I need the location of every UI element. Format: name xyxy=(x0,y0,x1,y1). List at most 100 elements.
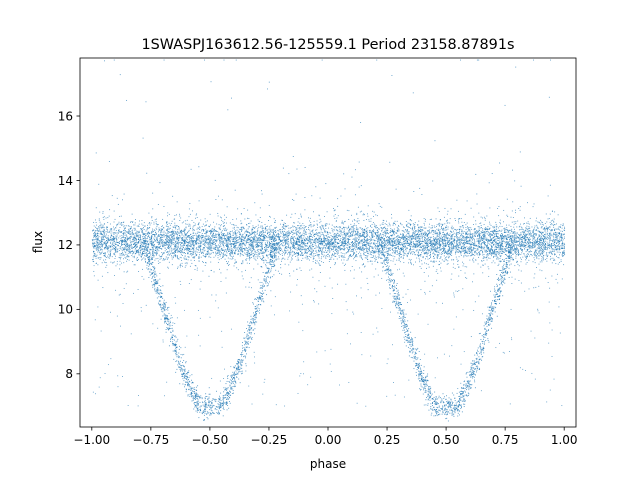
data-point xyxy=(114,245,116,247)
data-point xyxy=(242,278,244,280)
data-point xyxy=(504,249,506,251)
data-point xyxy=(306,248,308,249)
data-point xyxy=(331,228,333,229)
data-point xyxy=(447,257,449,259)
data-point xyxy=(183,243,185,245)
data-point xyxy=(337,283,339,285)
data-point xyxy=(127,228,129,230)
data-point xyxy=(231,252,233,254)
data-point xyxy=(355,243,357,244)
data-point xyxy=(225,230,227,231)
data-point xyxy=(374,257,376,259)
data-point xyxy=(244,245,246,247)
data-point xyxy=(427,234,429,236)
data-point xyxy=(443,245,445,246)
data-point xyxy=(388,244,390,246)
data-point xyxy=(96,238,98,240)
data-point xyxy=(174,225,176,227)
data-point xyxy=(172,237,174,239)
data-point xyxy=(455,230,457,232)
data-point xyxy=(218,233,219,235)
data-point xyxy=(413,243,415,245)
data-point xyxy=(358,248,360,250)
data-point xyxy=(102,238,104,240)
data-point xyxy=(397,235,398,237)
data-point xyxy=(247,232,249,233)
data-point xyxy=(338,230,340,232)
data-point xyxy=(480,237,482,239)
data-point xyxy=(120,256,122,258)
data-point xyxy=(461,247,462,249)
data-point xyxy=(361,249,363,251)
data-point xyxy=(311,236,313,237)
data-point xyxy=(234,231,236,233)
data-point xyxy=(319,238,321,240)
data-point xyxy=(422,249,423,251)
data-point xyxy=(446,240,448,241)
data-point xyxy=(263,237,265,239)
data-point xyxy=(550,59,551,61)
data-point xyxy=(475,232,477,234)
data-point xyxy=(419,241,420,243)
data-point xyxy=(343,230,345,232)
data-point xyxy=(247,228,249,230)
data-point xyxy=(128,246,130,248)
data-point xyxy=(258,239,260,241)
data-point xyxy=(165,237,167,239)
data-point xyxy=(527,249,528,251)
data-point xyxy=(145,248,147,250)
data-point xyxy=(544,248,546,250)
data-point xyxy=(259,235,261,237)
data-point xyxy=(439,219,441,220)
data-point xyxy=(426,248,428,250)
data-point xyxy=(333,226,335,228)
data-point xyxy=(366,238,368,239)
data-point xyxy=(210,261,212,263)
data-point xyxy=(151,257,153,259)
data-point xyxy=(486,256,487,258)
data-point xyxy=(228,253,230,254)
data-point xyxy=(232,249,234,251)
data-point xyxy=(263,260,265,262)
data-point xyxy=(175,256,177,258)
data-point xyxy=(189,224,191,226)
data-point xyxy=(557,232,559,234)
data-point xyxy=(405,221,407,222)
data-point xyxy=(252,227,254,229)
data-point xyxy=(377,250,379,252)
data-point xyxy=(493,243,495,245)
data-point xyxy=(448,235,450,237)
data-point xyxy=(511,242,513,244)
data-point xyxy=(450,241,452,243)
data-point xyxy=(123,241,125,243)
data-point xyxy=(191,249,193,251)
data-point xyxy=(278,256,279,258)
data-point xyxy=(109,257,111,259)
data-point xyxy=(299,245,301,247)
data-point xyxy=(200,245,202,247)
data-point xyxy=(275,231,277,233)
data-point xyxy=(561,238,563,239)
data-point xyxy=(339,227,341,228)
data-point xyxy=(512,250,514,252)
data-point xyxy=(143,257,145,259)
data-point xyxy=(438,238,440,240)
data-point xyxy=(382,266,384,268)
data-point xyxy=(269,241,271,243)
data-point xyxy=(298,248,300,250)
data-point xyxy=(134,238,136,240)
data-point xyxy=(302,227,304,228)
data-point xyxy=(107,241,109,242)
data-point xyxy=(129,239,131,241)
data-point xyxy=(365,255,367,257)
data-point xyxy=(388,243,390,245)
data-point xyxy=(496,237,498,239)
data-point xyxy=(557,239,559,241)
data-point xyxy=(554,254,556,256)
data-point xyxy=(179,236,181,238)
data-point xyxy=(430,244,432,246)
data-point xyxy=(534,259,536,261)
data-point xyxy=(384,246,386,248)
data-point xyxy=(527,223,529,224)
